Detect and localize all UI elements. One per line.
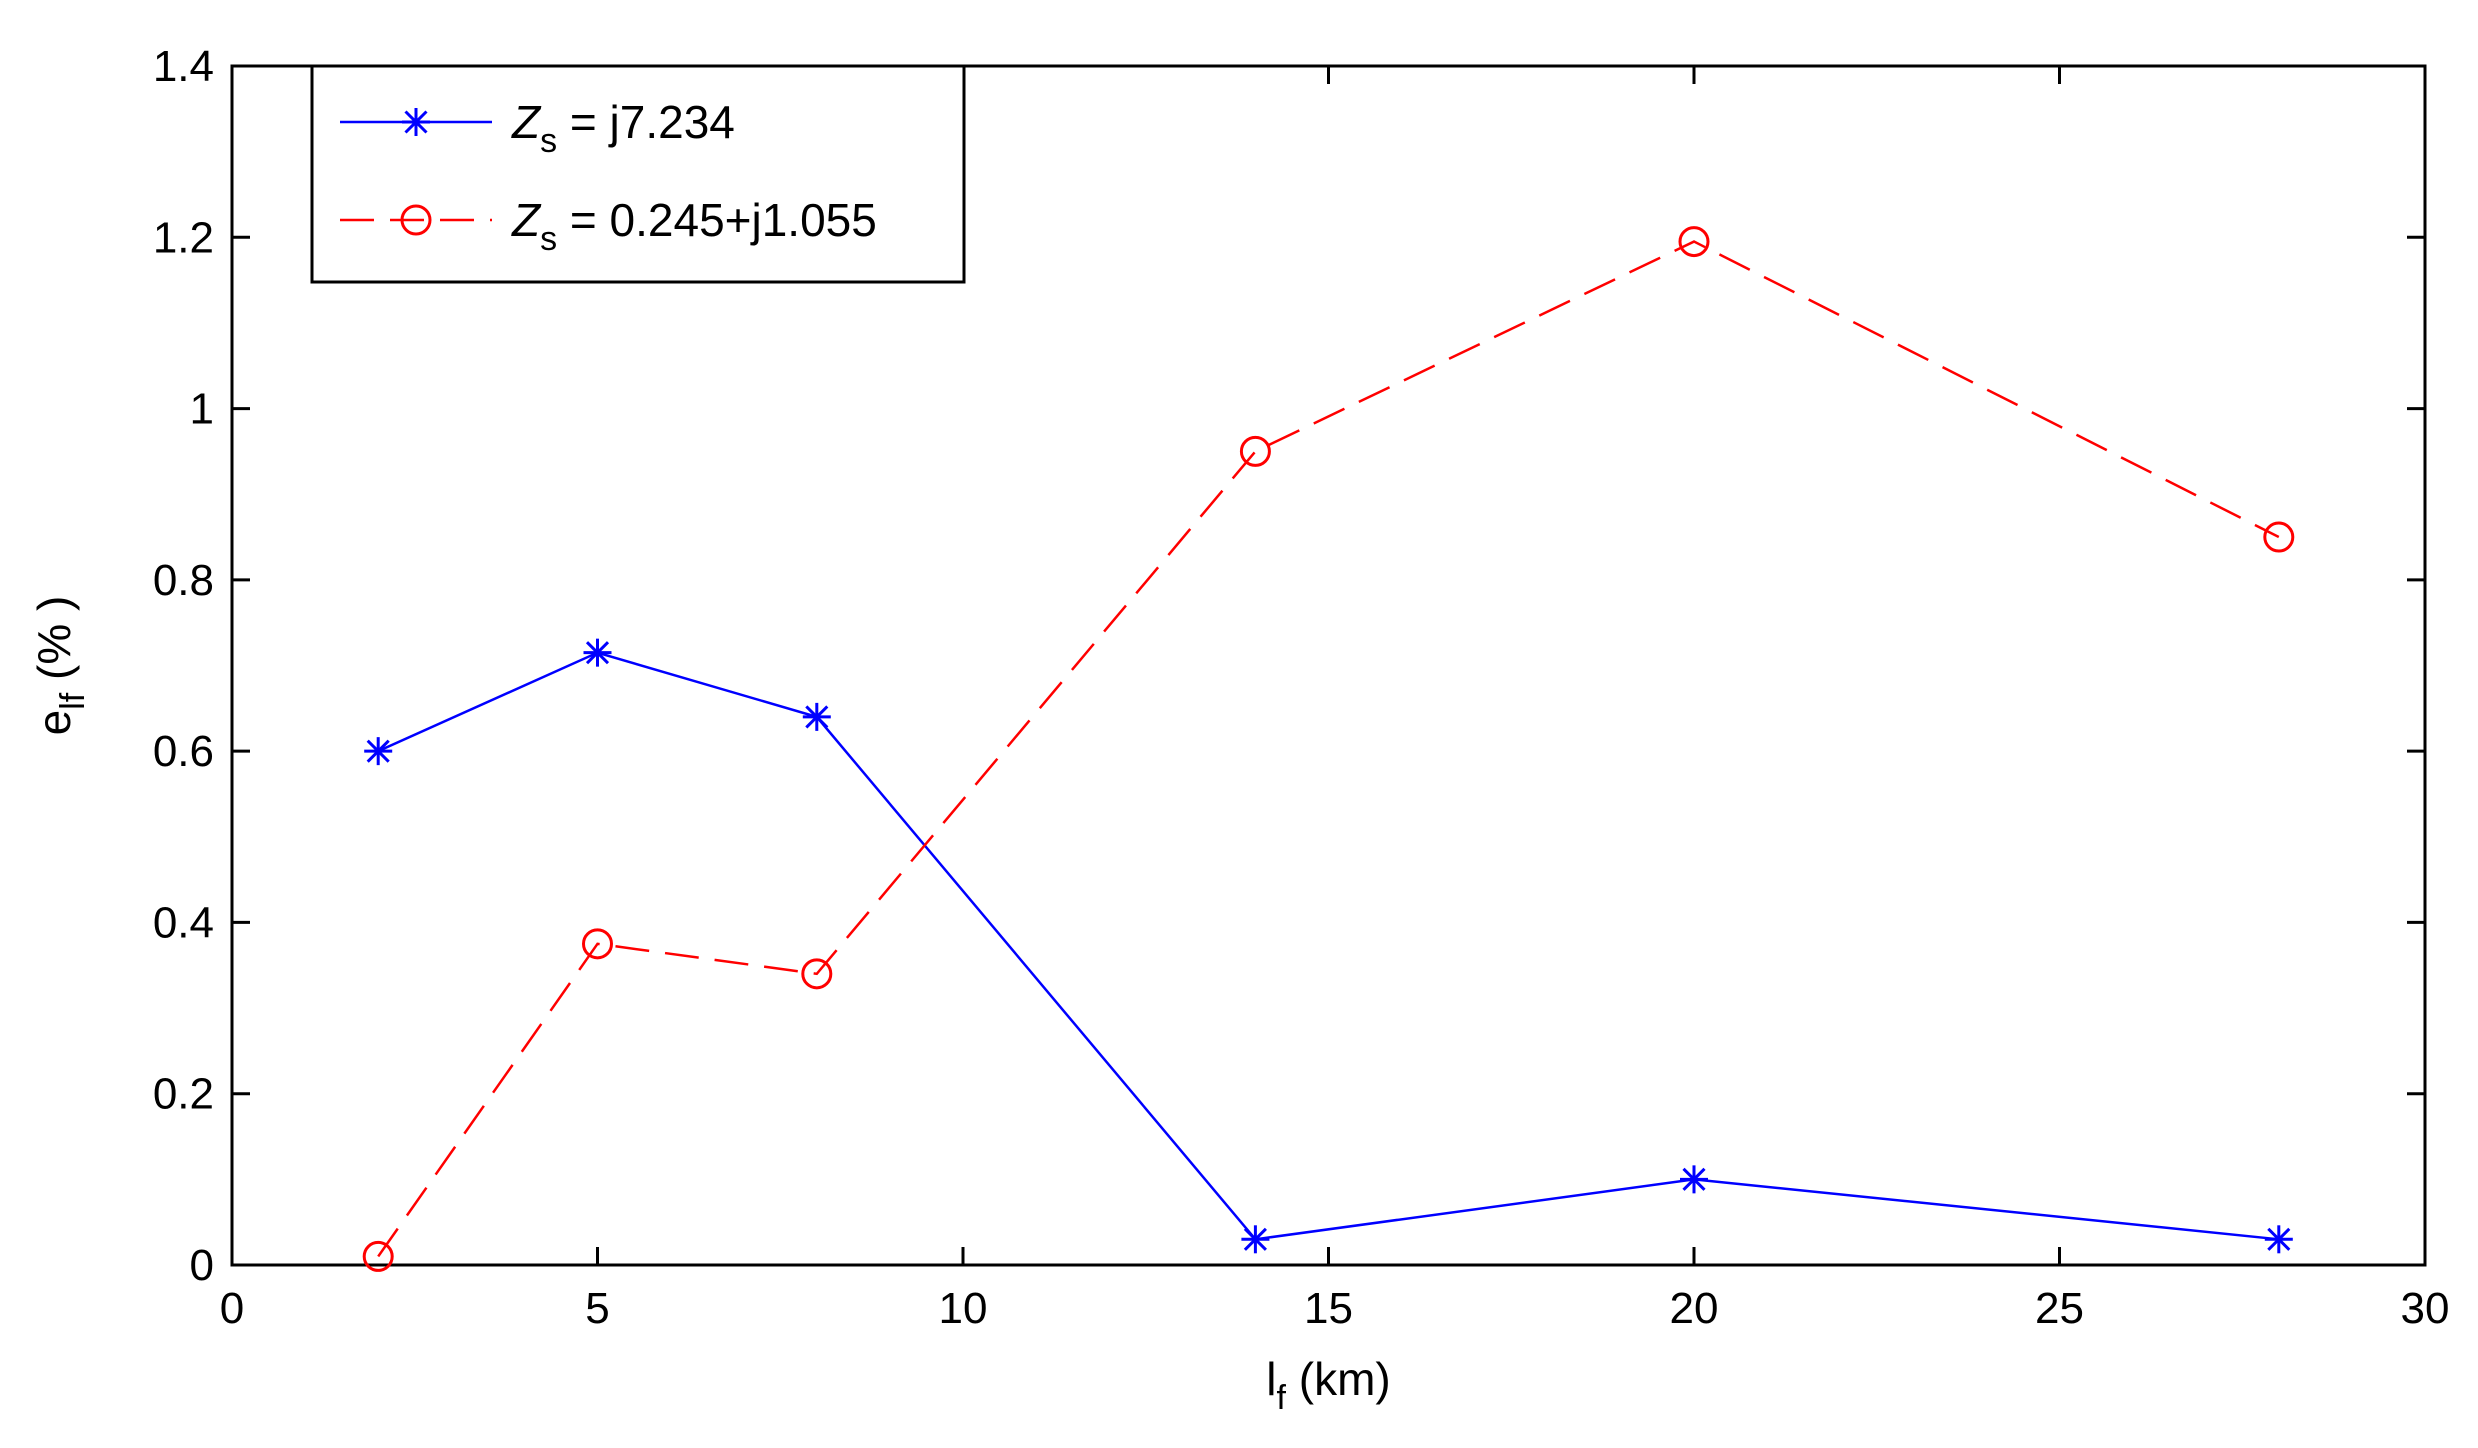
y-tick-label: 0.2 [153, 1070, 214, 1119]
x-axis-label-unit: (km) [1286, 1353, 1391, 1405]
y-tick-label: 1.2 [153, 213, 214, 262]
legend-label-series-1: Zs = j7.234 [511, 96, 735, 160]
legend-box [310, 64, 966, 284]
series-1-point [1680, 1165, 1708, 1194]
star-stroke [1682, 1167, 1706, 1191]
star-stroke [404, 110, 428, 134]
axis-ticks: 0 5 10 15 20 25 30 0 0.2 0.4 0.6 0.8 1 1.2 1.4 [153, 42, 2450, 1333]
star-stroke [585, 641, 610, 665]
series-1 [364, 638, 2293, 1254]
x-axis-label-main: l [1266, 1353, 1276, 1405]
y-tick-label: 0.8 [153, 556, 214, 605]
y-tick-label: 0.4 [153, 898, 214, 947]
series-1-point [2264, 1225, 2293, 1254]
series-1-point [802, 702, 831, 731]
series-1-point [1241, 1225, 1270, 1254]
series-layer [362, 226, 2295, 1272]
y-tick-label: 0 [190, 1241, 214, 1290]
star-stroke [366, 739, 390, 763]
y-axis-label-main: e [28, 710, 80, 736]
series-2-point [801, 958, 833, 990]
y-tick-label: 1 [190, 385, 214, 434]
x-tick-label: 20 [1670, 1284, 1719, 1333]
y-tick-label: 0.6 [153, 727, 214, 776]
x-tick-label: 5 [585, 1284, 609, 1333]
series-1-point [583, 638, 612, 667]
y-tick-label: 1.4 [153, 42, 214, 91]
series-2-point [362, 1240, 394, 1272]
legend-entry-series-2: Zs = 0.245+j1.055 [340, 194, 877, 258]
x-tick-label: 0 [220, 1284, 244, 1333]
y-axis-label-sub: lf [54, 692, 92, 710]
series-2-point [1239, 435, 1271, 467]
series-1-line [377, 651, 2279, 1241]
series-2 [362, 226, 2295, 1272]
series-2-point [582, 928, 613, 960]
star-stroke [2267, 1227, 2291, 1251]
legend: Zs = j7.234 Zs = 0.245+j1.055 [310, 64, 966, 284]
legend-marker-series-2 [400, 204, 432, 236]
legend-marker-series-1 [402, 108, 430, 136]
y-axis-label: elf (% ) [28, 596, 92, 736]
y-axis-label-unit: (% ) [28, 596, 80, 693]
x-tick-label: 30 [2401, 1284, 2450, 1333]
star-stroke [1243, 1227, 1267, 1251]
x-tick-label: 15 [1304, 1284, 1353, 1333]
series-1-point [364, 737, 393, 766]
legend-entry-series-1: Zs = j7.234 [340, 96, 735, 160]
x-tick-label: 25 [2035, 1284, 2084, 1333]
series-2-line [377, 240, 2280, 1258]
star-stroke [805, 705, 829, 729]
x-tick-label: 10 [939, 1284, 988, 1333]
series-2-point [2263, 521, 2295, 553]
x-axis-label: lf (km) [1266, 1353, 1390, 1417]
series-2-point [1678, 226, 1710, 258]
x-axis-label-sub: f [1277, 1379, 1287, 1417]
legend-label-series-2: Zs = 0.245+j1.055 [511, 194, 877, 258]
